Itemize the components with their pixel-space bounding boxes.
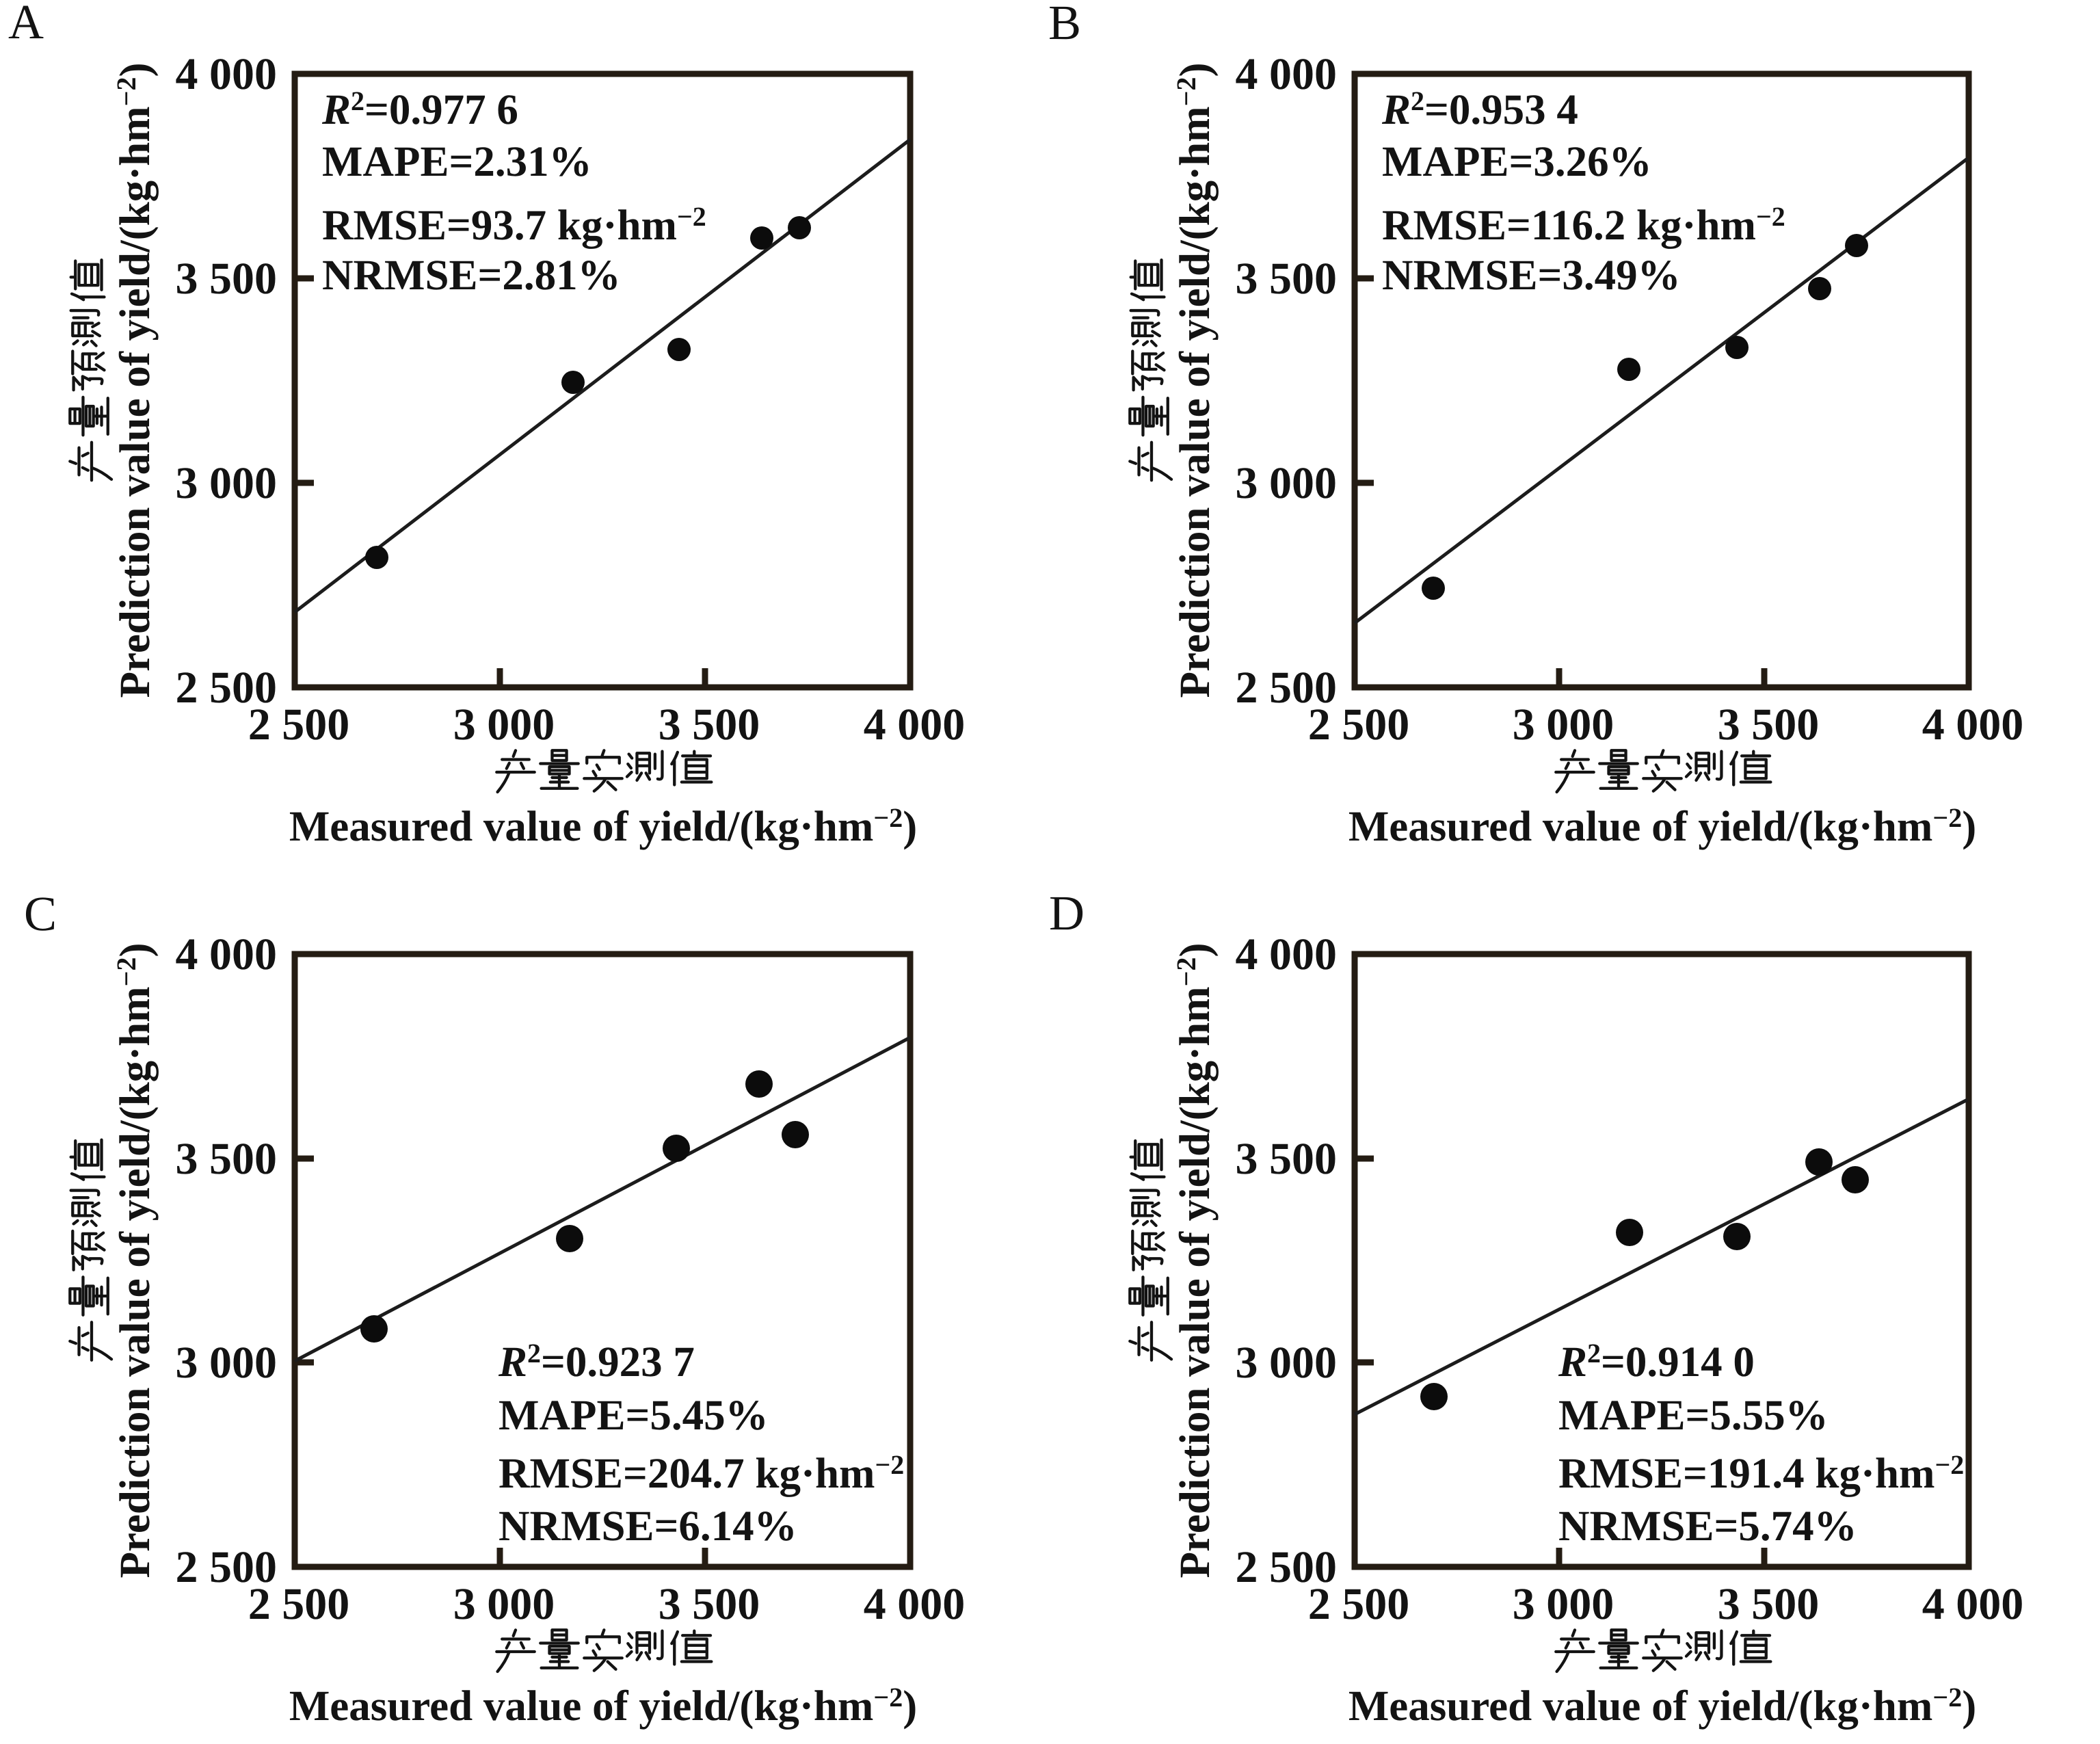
svg-text:Measured value of yield/(kg·hm: Measured value of yield/(kg·hm−2) bbox=[1348, 802, 1976, 850]
svg-text:MAPE=5.55%: MAPE=5.55% bbox=[1558, 1391, 1829, 1439]
svg-text:NRMSE=5.74%: NRMSE=5.74% bbox=[1558, 1502, 1857, 1550]
svg-text:3 500: 3 500 bbox=[659, 1579, 760, 1629]
svg-text:3 500: 3 500 bbox=[1236, 1134, 1338, 1184]
svg-text:MAPE=2.31%: MAPE=2.31% bbox=[322, 137, 592, 185]
svg-text:3 500: 3 500 bbox=[1718, 1579, 1820, 1629]
svg-text:3 000: 3 000 bbox=[1236, 1338, 1338, 1388]
svg-text:C: C bbox=[24, 886, 57, 941]
svg-text:Measured value of yield/(kg·hm: Measured value of yield/(kg·hm−2) bbox=[289, 802, 917, 850]
svg-text:2 500: 2 500 bbox=[248, 1579, 350, 1629]
svg-text:4 000: 4 000 bbox=[176, 49, 278, 99]
svg-text:RMSE=204.7 kg·hm−2: RMSE=204.7 kg·hm−2 bbox=[499, 1449, 904, 1497]
svg-text:Prediction value of yield/(kg·: Prediction value of yield/(kg·hm−2) bbox=[111, 63, 159, 698]
svg-text:2 500: 2 500 bbox=[176, 1542, 278, 1592]
svg-text:4 000: 4 000 bbox=[1236, 49, 1338, 99]
svg-text:NRMSE=6.14%: NRMSE=6.14% bbox=[499, 1502, 797, 1550]
svg-text:2 500: 2 500 bbox=[176, 663, 278, 713]
svg-text:2 500: 2 500 bbox=[1236, 1542, 1338, 1592]
svg-text:MAPE=5.45%: MAPE=5.45% bbox=[499, 1391, 769, 1439]
svg-text:Measured value of yield/(kg·hm: Measured value of yield/(kg·hm−2) bbox=[1348, 1682, 1976, 1730]
svg-text:Prediction value of yield/(kg·: Prediction value of yield/(kg·hm−2) bbox=[111, 943, 159, 1578]
svg-text:R2=0.977 6: R2=0.977 6 bbox=[321, 85, 518, 133]
svg-text:A: A bbox=[8, 0, 44, 49]
svg-text:3 500: 3 500 bbox=[176, 1134, 278, 1184]
svg-text:3 000: 3 000 bbox=[1513, 1579, 1614, 1629]
svg-text:3 000: 3 000 bbox=[176, 1338, 278, 1388]
svg-text:4 000: 4 000 bbox=[176, 929, 278, 979]
svg-text:3 000: 3 000 bbox=[453, 700, 555, 750]
svg-text:R2=0.923 7: R2=0.923 7 bbox=[498, 1338, 695, 1386]
svg-text:Prediction value of yield/(kg·: Prediction value of yield/(kg·hm−2) bbox=[1171, 63, 1219, 698]
svg-text:3 500: 3 500 bbox=[1718, 700, 1820, 750]
svg-text:R2=0.953 4: R2=0.953 4 bbox=[1381, 85, 1578, 133]
svg-text:NRMSE=3.49%: NRMSE=3.49% bbox=[1382, 251, 1681, 299]
svg-text:4 000: 4 000 bbox=[864, 1579, 966, 1629]
svg-text:RMSE=93.7 kg·hm−2: RMSE=93.7 kg·hm−2 bbox=[322, 201, 706, 249]
svg-text:2 500: 2 500 bbox=[248, 700, 350, 750]
svg-text:R2=0.914 0: R2=0.914 0 bbox=[1558, 1338, 1755, 1386]
svg-text:4 000: 4 000 bbox=[1922, 700, 2024, 750]
svg-text:4 000: 4 000 bbox=[1236, 929, 1338, 979]
svg-text:NRMSE=2.81%: NRMSE=2.81% bbox=[322, 251, 621, 299]
svg-text:2 500: 2 500 bbox=[1236, 663, 1338, 713]
svg-text:3 000: 3 000 bbox=[176, 458, 278, 508]
svg-text:MAPE=3.26%: MAPE=3.26% bbox=[1382, 137, 1652, 185]
svg-text:Measured value of yield/(kg·hm: Measured value of yield/(kg·hm−2) bbox=[289, 1682, 917, 1730]
svg-text:RMSE=116.2 kg·hm−2: RMSE=116.2 kg·hm−2 bbox=[1382, 201, 1785, 249]
svg-text:3 000: 3 000 bbox=[1513, 700, 1614, 750]
svg-text:3 500: 3 500 bbox=[176, 254, 278, 304]
svg-text:3 000: 3 000 bbox=[453, 1579, 555, 1629]
svg-text:4 000: 4 000 bbox=[864, 700, 966, 750]
svg-text:Prediction value of yield/(kg·: Prediction value of yield/(kg·hm−2) bbox=[1171, 943, 1219, 1578]
svg-text:2 500: 2 500 bbox=[1308, 1579, 1410, 1629]
svg-text:3 500: 3 500 bbox=[659, 700, 760, 750]
svg-text:3 500: 3 500 bbox=[1236, 254, 1338, 304]
svg-text:RMSE=191.4 kg·hm−2: RMSE=191.4 kg·hm−2 bbox=[1558, 1449, 1964, 1497]
svg-text:3 000: 3 000 bbox=[1236, 458, 1338, 508]
svg-text:4 000: 4 000 bbox=[1922, 1579, 2024, 1629]
svg-text:2 500: 2 500 bbox=[1308, 700, 1410, 750]
svg-text:B: B bbox=[1048, 0, 1081, 50]
svg-text:D: D bbox=[1049, 886, 1085, 940]
